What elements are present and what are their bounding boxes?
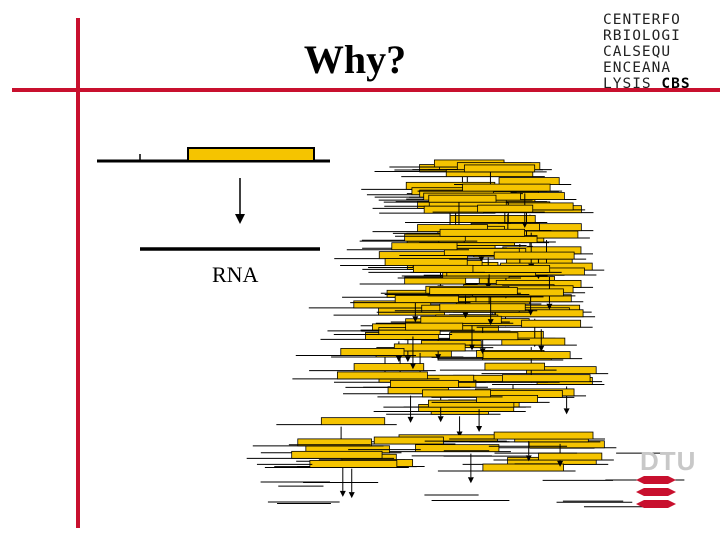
red-vertical-rule bbox=[76, 18, 80, 528]
gene-arrowhead bbox=[476, 426, 483, 433]
gene-box bbox=[353, 300, 432, 309]
gene-arrowhead bbox=[546, 303, 553, 310]
gene-arrowhead bbox=[437, 416, 444, 423]
gene-arrowhead bbox=[468, 344, 475, 351]
gene-arrowhead bbox=[467, 477, 474, 484]
gene-box bbox=[428, 194, 497, 203]
gene-arrowhead bbox=[525, 455, 532, 462]
gene-arrowhead bbox=[409, 363, 416, 370]
gene-box bbox=[187, 147, 315, 162]
gene-box bbox=[422, 389, 491, 398]
gene-box bbox=[476, 394, 538, 403]
gene-box bbox=[493, 431, 594, 440]
gene-box bbox=[373, 436, 444, 445]
gene-box bbox=[482, 351, 571, 359]
gene-box bbox=[477, 204, 534, 213]
gene-box bbox=[336, 371, 428, 380]
dtu-chevron-2 bbox=[636, 488, 676, 496]
gene-arrowhead bbox=[412, 316, 419, 323]
gene-box bbox=[404, 276, 467, 285]
gene-box bbox=[412, 264, 474, 273]
gene-box bbox=[439, 228, 525, 237]
gene-arrowhead bbox=[407, 416, 414, 423]
logo-row-5: LYSIS CBS bbox=[603, 76, 691, 92]
gene-box bbox=[394, 295, 459, 303]
logo-row-1: CENTERFO bbox=[603, 12, 681, 28]
gene-box bbox=[439, 303, 526, 312]
logo-row-4: ENCEANA bbox=[603, 60, 672, 76]
gene-box bbox=[340, 348, 405, 356]
gene-box bbox=[390, 379, 459, 388]
gene-arrowhead bbox=[563, 408, 570, 415]
gene-arrowhead bbox=[521, 221, 528, 228]
gene-box bbox=[449, 332, 519, 341]
dtu-chevrons bbox=[636, 476, 676, 508]
dtu-logo-text: DTU bbox=[640, 446, 697, 476]
gene-box bbox=[495, 309, 584, 318]
gene-box bbox=[462, 183, 551, 192]
gene-arrowhead bbox=[487, 319, 494, 326]
many-genes-cluster bbox=[246, 159, 685, 508]
gene-box bbox=[415, 444, 500, 453]
gene-arrowhead bbox=[462, 312, 469, 319]
gene-arrowhead bbox=[404, 356, 411, 363]
gene-box bbox=[391, 242, 458, 251]
logo-row-3: CALSEQU bbox=[603, 44, 672, 60]
logo-cbs: CBS bbox=[661, 76, 691, 92]
gene-box bbox=[502, 374, 591, 383]
dtu-chevron-1 bbox=[636, 476, 676, 484]
gene-box bbox=[521, 319, 582, 328]
dtu-chevron-3 bbox=[636, 500, 676, 508]
logo-row-2: RBIOLOGI bbox=[603, 28, 681, 44]
gene-box bbox=[405, 322, 464, 331]
gene-arrowhead bbox=[395, 355, 402, 362]
gene-box bbox=[493, 251, 575, 260]
gene-box bbox=[501, 337, 566, 346]
cbs-logo: CENTERFO RBIOLOGI CALSEQU ENCEANA LYSIS … bbox=[603, 12, 691, 92]
red-horizontal-rule bbox=[12, 88, 720, 92]
gene-box bbox=[463, 164, 536, 173]
slide-title: Why? bbox=[0, 36, 720, 83]
rna-label: RNA bbox=[212, 262, 259, 287]
transcription-arrowhead bbox=[235, 214, 245, 224]
gene-box bbox=[297, 438, 372, 447]
gene-box bbox=[320, 417, 386, 426]
gene-box bbox=[404, 233, 466, 242]
logo-lysis: LYSIS bbox=[603, 76, 652, 92]
gene-box bbox=[393, 343, 466, 352]
gene-arrowhead bbox=[538, 345, 545, 352]
gene-box bbox=[428, 399, 515, 408]
slide-title-text: Why? bbox=[303, 37, 407, 82]
gene-box bbox=[429, 287, 518, 295]
gene-box bbox=[484, 362, 545, 371]
gene-arrowhead bbox=[348, 492, 355, 499]
gene-box bbox=[353, 363, 425, 371]
gene-arrowhead bbox=[339, 490, 346, 497]
gene-box bbox=[291, 450, 383, 459]
single-gene-example bbox=[97, 147, 330, 251]
